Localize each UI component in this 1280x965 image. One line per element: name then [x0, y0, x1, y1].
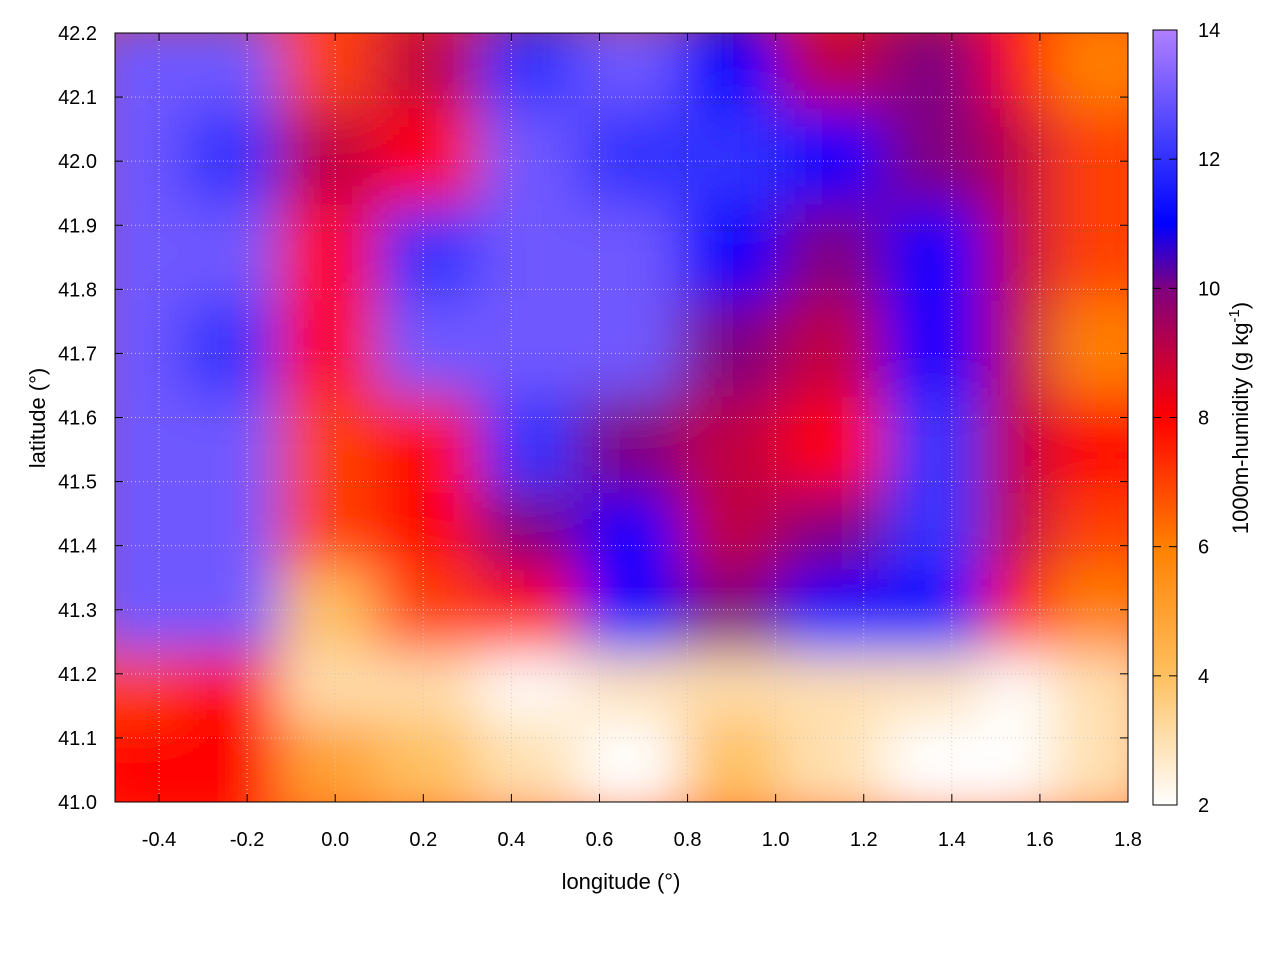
heatmap-cell — [115, 204, 194, 311]
x-axis: -0.4 -0.2 0.0 0.2 0.4 0.6 0.8 1.0 1.2 1.4 1.6 1.8 — [142, 33, 1142, 851]
heatmap-cell — [1049, 204, 1128, 311]
x-tick-label: 0.6 — [586, 829, 614, 851]
heatmap-cell — [376, 396, 489, 503]
heatmap-cell — [376, 300, 489, 407]
heatmap-cell — [115, 108, 194, 214]
x-tick-label: 1.8 — [1114, 829, 1142, 851]
heatmap-cell — [679, 396, 793, 503]
heatmap-cell — [376, 717, 489, 802]
heatmap-cell — [781, 108, 894, 214]
heatmap-cell — [115, 300, 194, 407]
heatmap-cell — [1049, 33, 1128, 118]
x-tick-label: 1.2 — [850, 829, 878, 851]
y-tick-label: 41.0 — [58, 792, 97, 814]
y-tick-label: 42.0 — [58, 151, 97, 173]
heatmap-cell — [781, 204, 894, 311]
heatmap-cell — [679, 108, 793, 214]
heatmap-cell — [882, 396, 995, 503]
heatmap-cell — [1049, 717, 1128, 802]
colorbar-tick-label: 4 — [1198, 666, 1209, 688]
heatmap-cell — [477, 108, 590, 214]
x-tick-label: 1.6 — [1026, 829, 1054, 851]
heatmap-cell — [477, 204, 590, 311]
y-axis: 41.0 41.1 41.2 41.3 41.4 41.5 41.6 41.7 41.8 41.9… — [58, 23, 1128, 814]
heatmap-cell — [376, 204, 489, 311]
heatmap-cell — [477, 300, 590, 407]
heatmap-cell — [578, 204, 691, 311]
heatmap-cell — [279, 33, 392, 118]
heatmap-cell — [781, 33, 894, 118]
y-tick-label: 41.1 — [58, 728, 97, 750]
x-tick-label: 0.8 — [674, 829, 702, 851]
heatmap-cell — [882, 204, 995, 311]
heatmap-cell — [182, 717, 295, 802]
colorbar-tick-label: 2 — [1198, 795, 1209, 817]
heatmap-cell — [477, 717, 590, 802]
y-tick-label: 42.1 — [58, 87, 97, 109]
heatmap-cell — [578, 108, 691, 214]
heatmap-cell — [376, 33, 489, 118]
heatmap-cell — [679, 300, 793, 407]
colorbar-axis: 2 4 6 8 10 12 14 — [1153, 20, 1220, 817]
x-tick-label: 0.0 — [321, 829, 349, 851]
x-tick-label: 0.2 — [409, 829, 437, 851]
heatmap-cell — [578, 717, 691, 802]
heatmap-cell — [781, 717, 894, 802]
heatmap-cell — [781, 300, 894, 407]
y-tick-label: 41.3 — [58, 600, 97, 622]
heatmap-cell — [477, 33, 590, 118]
y-tick-label: 42.2 — [58, 23, 97, 45]
heatmap-cell — [1049, 396, 1128, 503]
heatmap-cell — [882, 717, 995, 802]
y-tick-label: 41.9 — [58, 215, 97, 237]
colorbar-tick-label: 14 — [1198, 20, 1220, 42]
heatmap-cell — [1049, 300, 1128, 407]
heatmap-cell — [182, 33, 295, 118]
colorbar-tick-label: 12 — [1198, 149, 1220, 171]
heatmap-cell — [477, 396, 590, 503]
heatmap-cell — [679, 204, 793, 311]
colorbar-tick-label: 6 — [1198, 537, 1209, 559]
y-tick-label: 41.4 — [58, 536, 97, 558]
y-tick-label: 41.2 — [58, 664, 97, 686]
heatmap-cell — [182, 204, 295, 311]
x-tick-label: -0.4 — [142, 829, 176, 851]
colorbar-tick-label: 8 — [1198, 408, 1209, 430]
heatmap-cell — [115, 33, 194, 118]
x-axis-label: longitude (°) — [562, 869, 681, 894]
heatmap-cell — [115, 396, 194, 503]
heatmap-cell — [679, 33, 793, 118]
heatmap-cell — [1049, 108, 1128, 214]
y-tick-label: 41.5 — [58, 472, 97, 494]
heatmap-cell — [781, 396, 894, 503]
heatmap-cell — [279, 717, 392, 802]
heatmap-cell — [679, 717, 793, 802]
heatmap-cell — [578, 396, 691, 503]
x-tick-label: -0.2 — [230, 829, 264, 851]
colorbar-tick-label: 10 — [1198, 278, 1220, 300]
y-tick-label: 41.6 — [58, 408, 97, 430]
heatmap-cell — [115, 717, 194, 802]
x-tick-label: 1.0 — [762, 829, 790, 851]
heatmap-cell — [578, 300, 691, 407]
heatmap-cell — [376, 108, 489, 214]
y-tick-label: 41.8 — [58, 279, 97, 301]
heatmap-cell — [182, 396, 295, 503]
x-tick-label: 1.4 — [938, 829, 966, 851]
y-axis-label: latitude (°) — [25, 368, 50, 469]
y-tick-label: 41.7 — [58, 343, 97, 365]
heatmap-cell — [578, 33, 691, 118]
colorbar-label: 1000m-humidity (g kg-1) — [1226, 302, 1253, 534]
x-tick-label: 0.4 — [497, 829, 525, 851]
heatmap-cell — [882, 33, 995, 118]
